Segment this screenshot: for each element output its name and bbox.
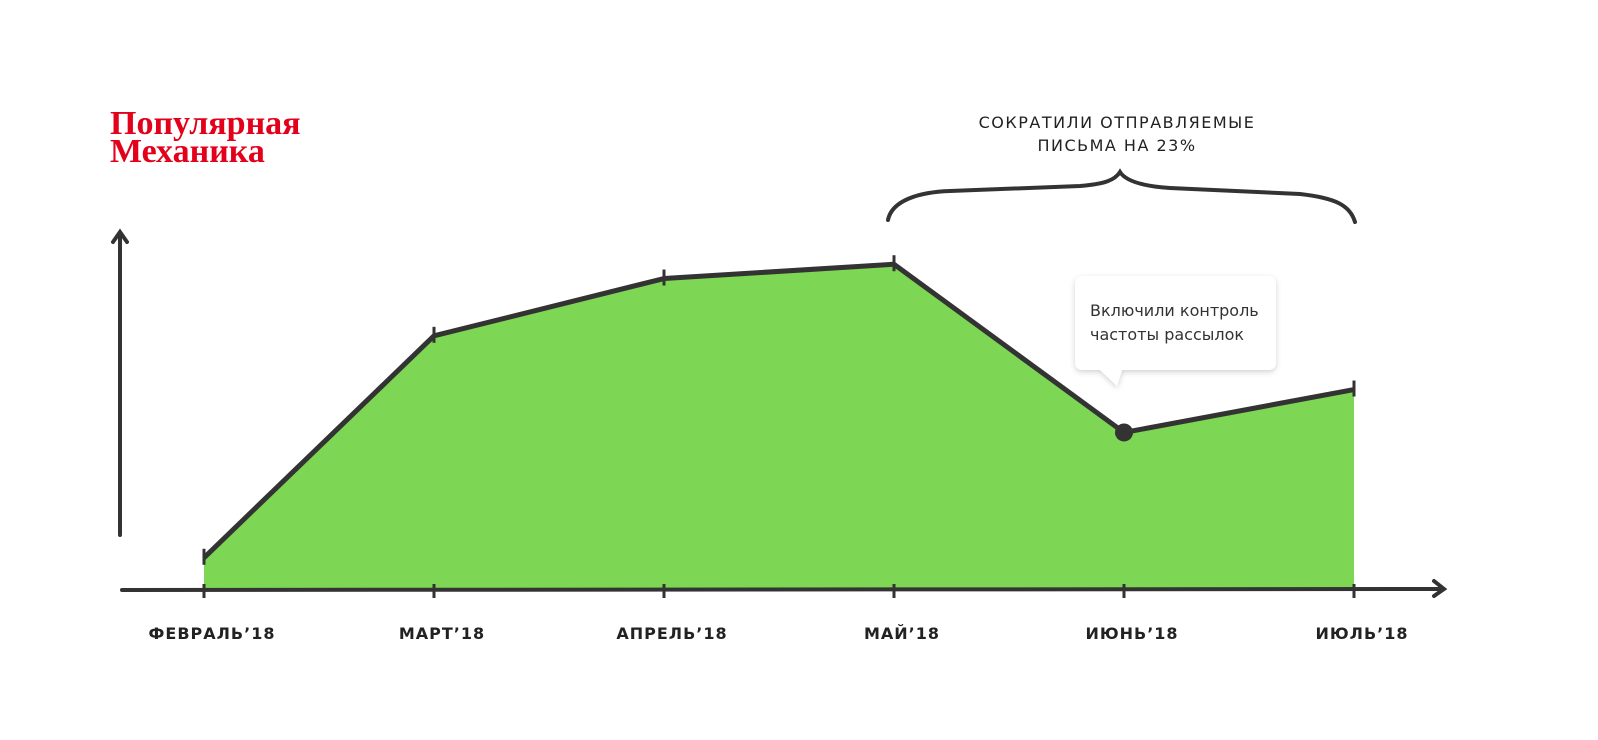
x-tick-label: ИЮНЬ’18 <box>1085 624 1178 643</box>
logo-line: Популярная <box>110 105 301 142</box>
line <box>202 261 1355 560</box>
x-tick-label: МАЙ’18 <box>864 624 940 643</box>
annotation-line: ПИСЬМА НА 23% <box>1037 136 1196 155</box>
x-tick-label: АПРЕЛЬ’18 <box>616 624 727 643</box>
x-tick-label: ИЮЛЬ’18 <box>1316 624 1409 643</box>
area <box>204 264 1354 590</box>
annotation-line: СОКРАТИЛИ ОТПРАВЛЯЕМЫЕ <box>979 113 1256 132</box>
callout-line: частоты рассылок <box>1090 325 1244 344</box>
x-tick-label: ФЕВРАЛЬ’18 <box>149 624 276 643</box>
x-axis <box>120 579 1448 598</box>
y-axis <box>111 228 129 537</box>
x-tick-label: МАРТ’18 <box>399 624 485 643</box>
callout <box>1075 276 1276 386</box>
highlight-point <box>1115 423 1133 442</box>
brace <box>886 168 1357 224</box>
callout-line: Включили контроль <box>1090 301 1259 320</box>
logo-line: Механика <box>110 133 265 170</box>
